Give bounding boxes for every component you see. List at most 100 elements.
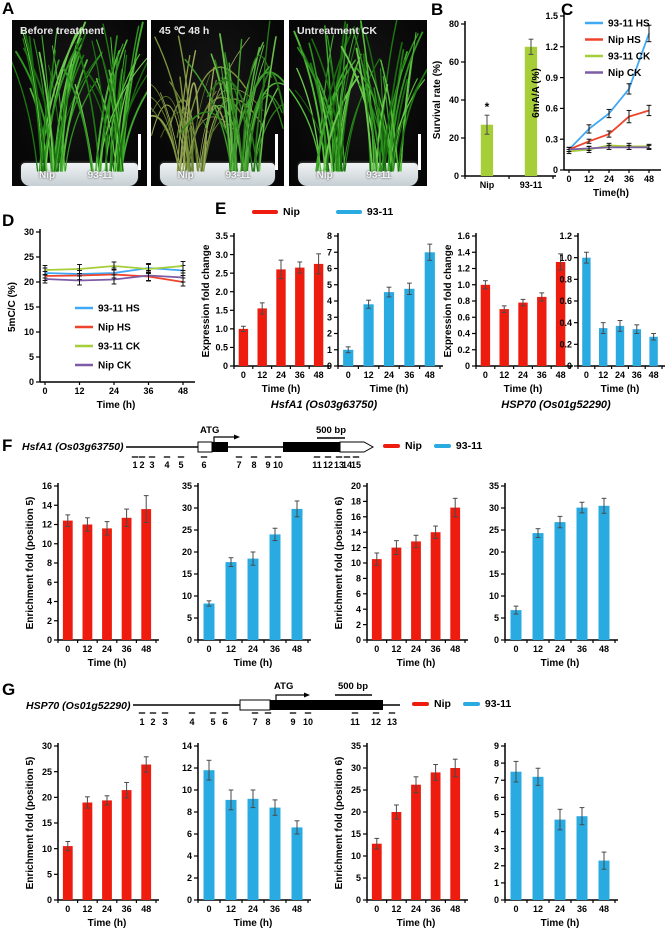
bar xyxy=(225,799,237,900)
svg-text:2: 2 xyxy=(47,616,52,626)
svg-text:1: 1 xyxy=(132,460,137,470)
svg-text:0: 0 xyxy=(566,174,571,184)
svg-text:0: 0 xyxy=(374,904,379,914)
bar xyxy=(102,800,112,900)
svg-text:24: 24 xyxy=(248,644,258,654)
atg-arrowhead xyxy=(234,434,240,440)
svg-text:5: 5 xyxy=(47,870,52,880)
svg-text:5mC/C (%): 5mC/C (%) xyxy=(7,282,18,332)
svg-text:5: 5 xyxy=(29,352,34,362)
svg-text:12: 12 xyxy=(351,543,361,553)
chart-hsfa1-6ma-pos5-nip: 0 2 4 6 8 10 12 14 16 Enrichment fold (position 5… xyxy=(22,478,162,670)
scale-bar-label: 500 bp xyxy=(316,425,346,436)
bar xyxy=(141,764,152,900)
svg-text:2: 2 xyxy=(327,329,332,339)
bar xyxy=(532,776,544,900)
svg-text:93-11 HS: 93-11 HS xyxy=(98,304,140,315)
svg-text:25: 25 xyxy=(24,252,34,262)
svg-text:1.4: 1.4 xyxy=(457,247,470,257)
svg-text:20: 20 xyxy=(182,547,192,557)
bar xyxy=(499,309,509,366)
svg-text:0.8: 0.8 xyxy=(559,275,572,285)
svg-text:8: 8 xyxy=(327,231,332,241)
svg-text:0: 0 xyxy=(454,171,459,181)
svg-text:0: 0 xyxy=(327,361,332,371)
svg-text:2: 2 xyxy=(494,861,499,871)
svg-text:Enrichment fold (position 6): Enrichment fold (position 6) xyxy=(334,497,345,630)
svg-text:12: 12 xyxy=(323,460,333,470)
bar xyxy=(582,257,591,366)
svg-text:Time (h): Time (h) xyxy=(88,658,127,669)
svg-text:0.6: 0.6 xyxy=(545,104,558,114)
svg-text:1: 1 xyxy=(494,878,499,888)
svg-text:36: 36 xyxy=(404,370,414,380)
svg-text:24: 24 xyxy=(248,904,258,914)
svg-text:0: 0 xyxy=(65,904,70,914)
chart-hsp70-expression-9311: 0 0.2 0.4 0.6 0.8 1.0 1.2 Time (h) 0 12 24 36 48 xyxy=(556,228,668,396)
svg-text:0: 0 xyxy=(65,644,70,654)
svg-text:4: 4 xyxy=(187,851,192,861)
svg-text:10: 10 xyxy=(273,460,283,470)
svg-text:48: 48 xyxy=(141,644,151,654)
svg-text:3: 3 xyxy=(149,460,154,470)
rice-plants-image xyxy=(151,20,284,172)
svg-text:40: 40 xyxy=(449,95,459,105)
bar xyxy=(313,263,324,366)
svg-text:36: 36 xyxy=(431,644,441,654)
svg-text:*: * xyxy=(485,100,490,114)
svg-text:Survival rate (%): Survival rate (%) xyxy=(432,61,443,139)
svg-text:0.6: 0.6 xyxy=(457,312,470,322)
bar xyxy=(598,860,610,900)
svg-text:30: 30 xyxy=(42,741,52,751)
bar xyxy=(554,819,566,900)
svg-text:0: 0 xyxy=(29,377,34,387)
svg-text:12: 12 xyxy=(391,644,401,654)
svg-text:36: 36 xyxy=(537,370,547,380)
svg-text:36: 36 xyxy=(632,370,642,380)
svg-text:20: 20 xyxy=(24,277,34,287)
svg-text:4: 4 xyxy=(47,597,52,607)
nip-legend-swatch xyxy=(383,444,400,448)
svg-text:15: 15 xyxy=(489,569,499,579)
svg-text:48: 48 xyxy=(425,370,435,380)
svg-text:24: 24 xyxy=(555,644,565,654)
chart-svg: 0 5 10 15 20 25 30 5mC/C (%) Time (h) 0 12 24 36 48 93… xyxy=(7,227,195,411)
bar xyxy=(450,768,461,900)
svg-text:0: 0 xyxy=(206,644,211,654)
svg-text:36: 36 xyxy=(577,904,587,914)
panel-g-legend: Nip 93-11 xyxy=(412,698,511,710)
photo-untreated-ck: Untreatment CK Nip 93-11 xyxy=(289,20,427,186)
svg-text:10: 10 xyxy=(489,591,499,601)
svg-text:48: 48 xyxy=(649,370,659,380)
svg-text:10: 10 xyxy=(351,558,361,568)
svg-text:13: 13 xyxy=(334,460,344,470)
svg-text:0.4: 0.4 xyxy=(559,318,572,328)
bar xyxy=(537,296,547,366)
svg-text:24: 24 xyxy=(604,174,614,184)
svg-text:1: 1 xyxy=(327,345,332,355)
bar xyxy=(141,509,152,640)
bar xyxy=(363,304,374,367)
atg-arrowhead xyxy=(304,692,310,698)
svg-text:0: 0 xyxy=(567,361,572,371)
svg-text:Enrichment fold (position 5): Enrichment fold (position 5) xyxy=(25,497,36,630)
svg-text:0.2: 0.2 xyxy=(559,340,572,350)
atg-arrow xyxy=(275,694,304,700)
panel-d-label: D xyxy=(2,211,15,230)
chart-5mC-level: 0 5 10 15 20 25 30 5mC/C (%) Time (h) 0 12 24 36 48 93… xyxy=(4,224,202,412)
svg-text:0: 0 xyxy=(584,370,589,380)
svg-text:12: 12 xyxy=(82,904,92,914)
panel-f-legend: Nip 93-11 xyxy=(383,440,482,452)
svg-text:Enrichment fold (position 6): Enrichment fold (position 6) xyxy=(334,757,345,890)
svg-text:14: 14 xyxy=(351,527,361,537)
svg-text:Time (h): Time (h) xyxy=(97,400,136,411)
bar xyxy=(247,558,259,640)
svg-text:20: 20 xyxy=(489,547,499,557)
svg-text:4: 4 xyxy=(494,827,499,837)
svg-text:24: 24 xyxy=(411,644,421,654)
svg-text:35: 35 xyxy=(351,741,361,751)
svg-text:36: 36 xyxy=(143,386,153,396)
svg-text:0.4: 0.4 xyxy=(457,329,470,339)
svg-text:18: 18 xyxy=(351,497,361,507)
